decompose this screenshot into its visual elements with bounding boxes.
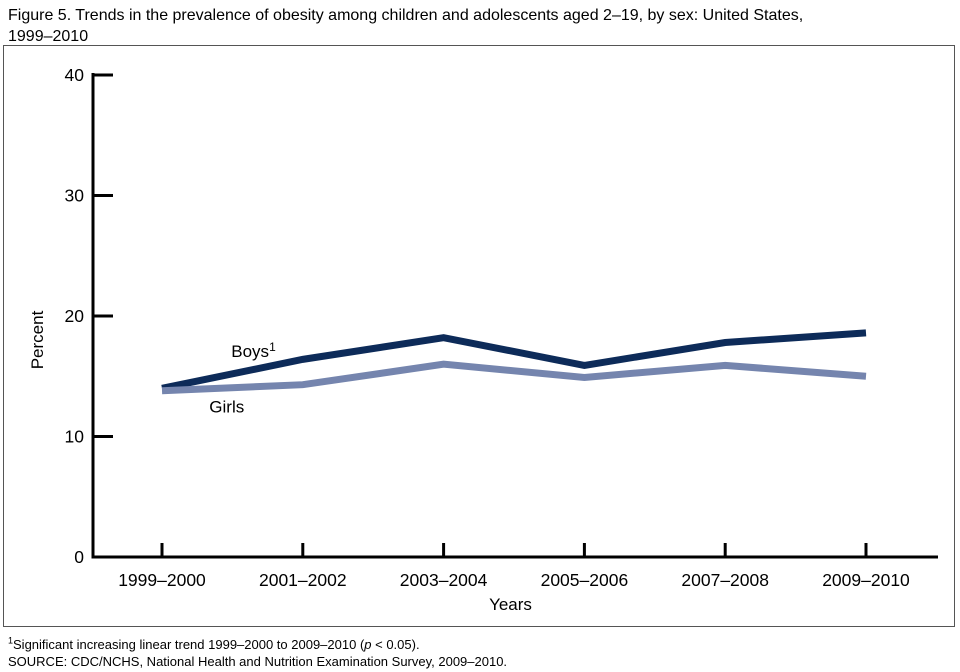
y-tick-label: 40: [65, 65, 85, 85]
x-tick-label: 2001–2002: [259, 570, 347, 590]
figure-title: Figure 5. Trends in the prevalence of ob…: [8, 5, 954, 47]
girls-label: Girls: [209, 397, 244, 416]
y-tick-label: 0: [74, 547, 84, 567]
figure-title-line1: Figure 5. Trends in the prevalence of ob…: [8, 7, 804, 24]
x-tick-label: 2003–2004: [400, 570, 488, 590]
boys-label: Boys1: [231, 340, 276, 361]
y-axis-title: Percent: [28, 310, 47, 369]
line-chart: 0 10 20 30 40 1999–2000 2001–2002 2003–2004 2005…: [28, 65, 938, 614]
figure-title-line2: 1999–2010: [8, 28, 89, 45]
x-tick-label: 2005–2006: [541, 570, 629, 590]
boys-line: [161, 329, 867, 392]
y-tick-label: 20: [65, 306, 85, 326]
footnotes: 1Significant increasing linear trend 199…: [8, 636, 954, 670]
girls-line: [161, 360, 867, 395]
x-axis-title: Years: [489, 595, 532, 614]
footnote-significance: 1Significant increasing linear trend 199…: [8, 635, 420, 652]
x-tick-label: 1999–2000: [118, 570, 206, 590]
footnote-source: SOURCE: CDC/NCHS, National Health and Nu…: [8, 654, 508, 669]
y-tick-label: 30: [65, 186, 85, 206]
p-value-symbol: p: [364, 637, 372, 652]
chart-frame: 0 10 20 30 40 1999–2000 2001–2002 2003–2004 2005…: [3, 45, 955, 627]
footnote-superscript: 1: [8, 635, 14, 646]
x-tick-label: 2009–2010: [822, 570, 910, 590]
x-tick-label: 2007–2008: [681, 570, 769, 590]
y-tick-label: 10: [65, 427, 85, 447]
